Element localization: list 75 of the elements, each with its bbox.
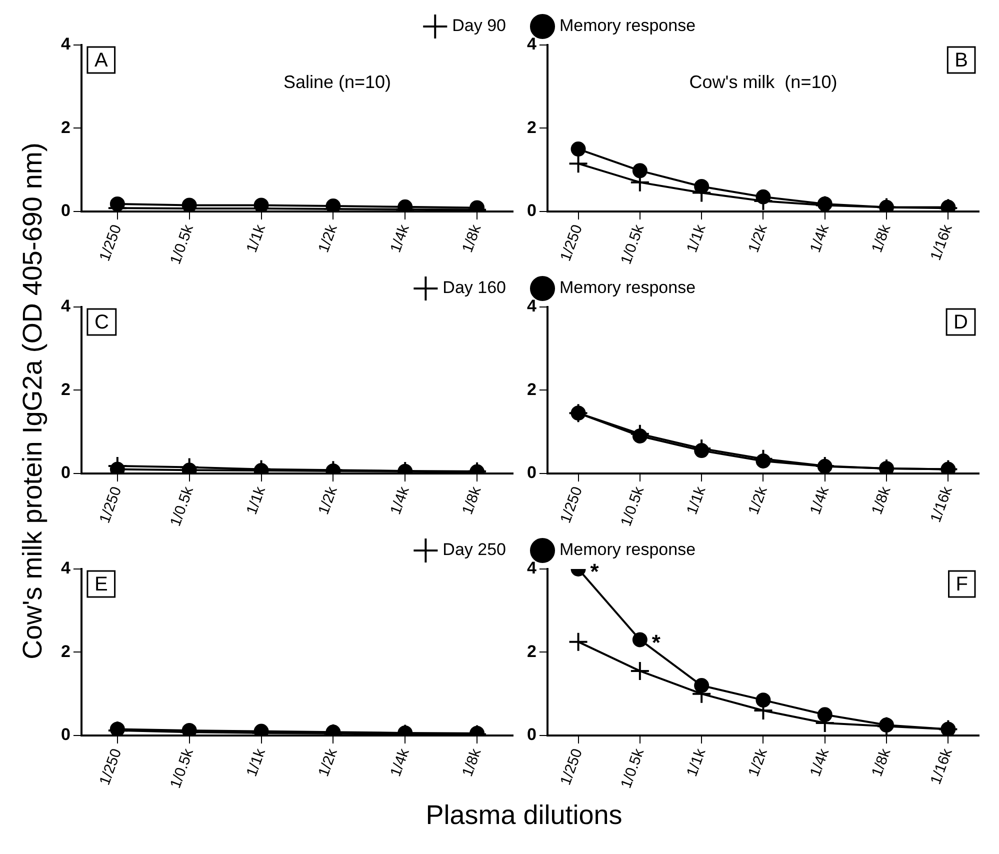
y-tick-label: 4 [526, 34, 537, 54]
x-tick-label: 1/0.5k [167, 484, 198, 529]
annotation: * [652, 630, 661, 655]
x-tick-label: 1/1k [243, 746, 270, 779]
x-tick-label: 1/16k [927, 746, 956, 787]
y-tick-label: 2 [526, 118, 536, 137]
x-tick-label: 1/1k [684, 222, 710, 255]
y-tick-label: 4 [526, 296, 537, 316]
x-tick-label: 1/4k [387, 484, 413, 517]
x-tick-label: 1/2k [745, 746, 772, 779]
y-tick-label: 4 [60, 558, 71, 578]
x-tick-label: 1/250 [96, 746, 126, 788]
x-tick-label: 1/16k [927, 484, 956, 525]
x-tick-label: 1/4k [387, 222, 413, 255]
annotation: * [590, 559, 600, 584]
y-axis-title: Cow's milk protein IgG2a (OD 405-690 nm) [18, 142, 48, 660]
x-tick-label: 1/8k [868, 222, 894, 255]
y-tick-label: 4 [60, 296, 71, 316]
annotation: Saline (n=10) [283, 72, 392, 92]
x-tick-label: 1/1k [684, 484, 710, 517]
y-tick-label: 2 [526, 380, 536, 399]
x-tick-label: 1/4k [806, 746, 833, 779]
x-tick-label: 1/4k [806, 222, 833, 255]
y-tick-label: 2 [60, 380, 70, 399]
x-tick-label: 1/250 [96, 484, 126, 526]
legend-label: Memory response [560, 540, 696, 560]
x-tick-label: 1/2k [315, 746, 342, 779]
x-tick-label: 1/2k [745, 222, 772, 255]
x-axis-title: Plasma dilutions [424, 800, 624, 831]
y-tick-label: 2 [60, 118, 70, 137]
x-tick-label: 1/4k [387, 746, 413, 779]
x-tick-label: 1/2k [315, 222, 342, 255]
y-tick-label: 2 [526, 642, 536, 661]
x-tick-label: 1/0.5k [167, 746, 198, 791]
x-tick-label: 1/16k [927, 222, 956, 263]
annotation: B [954, 50, 968, 72]
annotation: E [94, 574, 108, 596]
legend-label: Memory response [560, 278, 696, 298]
x-tick-label: 1/0.5k [618, 484, 648, 529]
legend-label: Day 90 [452, 16, 506, 36]
x-tick-label: 1/8k [868, 746, 894, 779]
x-tick-label: 1/250 [557, 746, 586, 788]
x-tick-label: 1/250 [557, 222, 586, 264]
x-tick-label: 1/2k [745, 484, 772, 517]
annotation: Cow's milk (n=10) [689, 72, 838, 92]
x-tick-label: 1/8k [459, 746, 485, 779]
y-tick-label: 0 [526, 463, 536, 482]
y-tick-label: 0 [60, 201, 70, 220]
y-tick-label: 4 [60, 34, 71, 54]
x-tick-label: 1/1k [684, 746, 710, 779]
x-tick-label: 1/1k [243, 484, 270, 517]
x-tick-label: 1/8k [868, 484, 894, 517]
annotation: D [954, 312, 968, 334]
y-tick-label: 0 [526, 201, 536, 220]
y-tick-label: 2 [60, 642, 70, 661]
annotation: C [94, 312, 109, 334]
x-tick-label: 1/1k [243, 222, 270, 255]
y-tick-label: 4 [526, 558, 537, 578]
legend-label: Day 250 [442, 540, 506, 560]
x-tick-label: 1/250 [557, 484, 586, 526]
annotation: A [94, 50, 108, 72]
legend-label: Memory response [560, 16, 696, 36]
legend-label: Day 160 [442, 278, 506, 298]
x-tick-label: 1/8k [459, 222, 485, 255]
x-tick-label: 1/0.5k [167, 222, 198, 267]
y-tick-label: 0 [60, 463, 70, 482]
x-tick-label: 1/250 [96, 222, 126, 264]
y-tick-label: 0 [526, 725, 536, 744]
x-tick-label: 1/0.5k [618, 222, 648, 267]
x-tick-label: 1/2k [315, 484, 342, 517]
x-tick-label: 1/0.5k [618, 746, 648, 791]
x-tick-label: 1/8k [459, 484, 485, 517]
y-tick-label: 0 [60, 725, 70, 744]
x-tick-label: 1/4k [806, 484, 833, 517]
annotation: F [956, 574, 968, 596]
